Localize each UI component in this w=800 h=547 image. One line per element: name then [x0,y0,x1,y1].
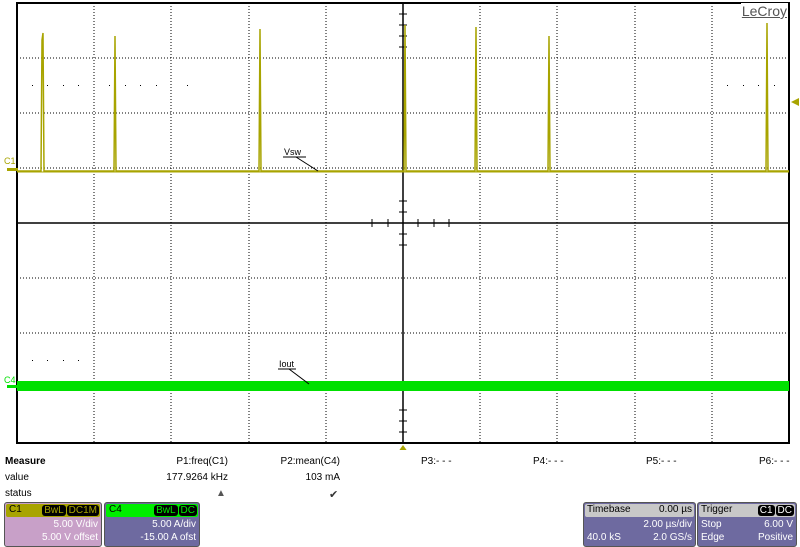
svg-text:C1: C1 [4,156,16,166]
trigger-panel[interactable]: Trigger C1 DC Stop 6.00 V Edge Positive [697,502,797,547]
timebase-delay: 0.00 µs [658,504,692,515]
param-p5-label[interactable]: P5:- - - [646,456,677,467]
c4-coupling-tag: DC [178,505,197,516]
c4-bwl-tag: BwL [154,505,178,516]
trigger-mode: Stop [701,519,722,530]
trigger-type: Edge [701,532,725,543]
warning-icon: ▲ [216,488,226,499]
brand-logo: LeCroy [740,3,788,19]
trigger-level: 6.00 V [764,519,793,530]
param-p4-label[interactable]: P4:- - - [533,456,564,467]
timebase-panel[interactable]: Timebase 0.00 µs 2.00 µs/div 40.0 kS 2.0… [583,502,696,547]
svg-text:Iout: Iout [279,359,295,369]
timebase-rate: 2.0 GS/s [653,532,692,543]
trigger-slope: Positive [757,532,793,543]
c1-name: C1 [9,504,22,515]
c4-name: C4 [109,504,122,515]
svg-text:C4: C4 [4,375,16,385]
param-p3-label[interactable]: P3:- - - [421,456,452,467]
timebase-samples: 40.0 kS [587,532,621,543]
param-p6-label[interactable]: P6:- - - [759,456,790,467]
param-p1-value: 177.9264 kHz [166,472,228,483]
trigger-coupling-tag: DC [775,505,794,516]
value-row-label: value [5,472,29,483]
svg-text:Vsw: Vsw [284,147,302,157]
c1-offset: 5.00 V offset [42,532,98,543]
c4-scale: 5.00 A/div [152,519,196,530]
param-p2-value: 103 mA [305,472,340,483]
trigger-title: Trigger [701,504,733,515]
check-icon: ✔ [329,489,339,501]
status-row-label: status [5,488,32,499]
waveform-display[interactable]: C1 C4 Vsw Iout LeCroy [0,0,800,450]
c4-offset: -15.00 A ofst [140,532,196,543]
trigger-source-tag: C1 [757,505,775,516]
c1-scale: 5.00 V/div [53,519,98,530]
measure-title: Measure [5,456,46,467]
measure-table: Measure P1:freq(C1) P2:mean(C4) P3:- - -… [0,452,800,501]
waveform-grid: C1 C4 Vsw Iout [4,2,799,450]
param-p1-label[interactable]: P1:freq(C1) [176,456,228,467]
param-p2-label[interactable]: P2:mean(C4) [280,456,340,467]
c1-ground-marker [7,168,18,171]
channel-c1-panel[interactable]: C1 BwL DC1M 5.00 V/div 5.00 V offset [4,502,102,547]
c1-coupling-tag: DC1M [66,505,99,516]
timebase-title: Timebase [587,504,631,515]
timebase-scale: 2.00 µs/div [643,519,692,530]
channel-c4-panel[interactable]: C4 BwL DC 5.00 A/div -15.00 A ofst [104,502,200,547]
c1-bwl-tag: BwL [42,505,66,516]
